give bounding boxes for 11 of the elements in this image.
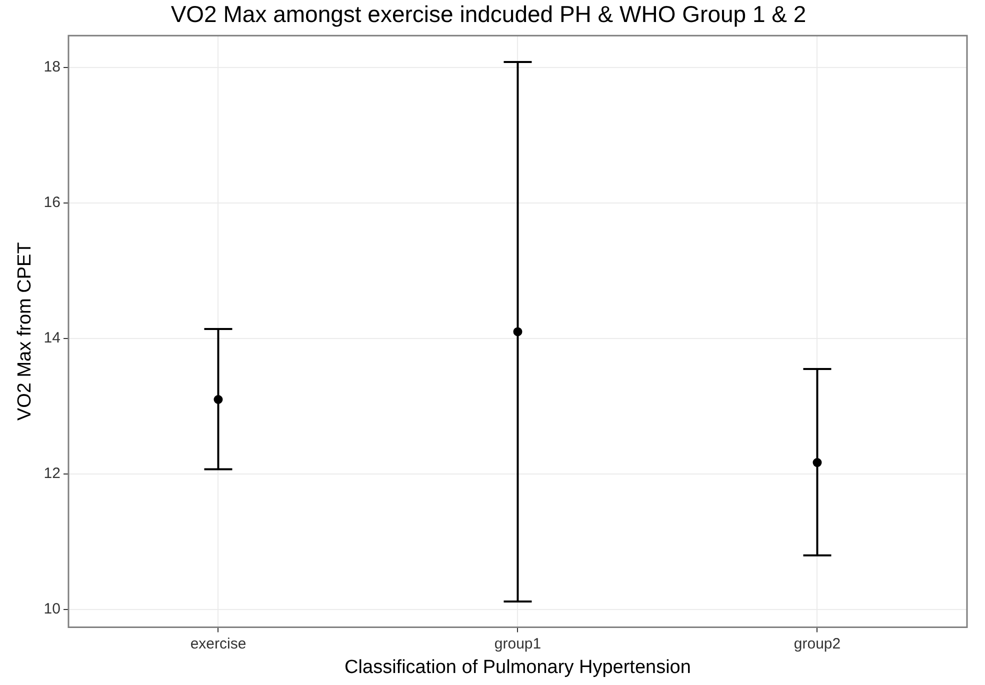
y-tick-label: 16 (44, 194, 60, 212)
x-tick-label: group1 (494, 635, 542, 652)
y-tick-label: 18 (44, 58, 60, 76)
x-axis-title: Classification of Pulmonary Hypertension (344, 656, 691, 678)
y-tick-label: 14 (44, 330, 60, 347)
y-tick-label: 10 (44, 600, 60, 618)
chart-title: VO2 Max amongst exercise indcuded PH & WHO Group 1 & 2 (170, 1, 806, 28)
y-axis-title: VO2 Max from CPET (14, 242, 36, 421)
x-tick-label: group2 (794, 635, 841, 652)
x-tick-label: exercise (190, 635, 246, 652)
y-tick-label: 12 (44, 465, 60, 482)
